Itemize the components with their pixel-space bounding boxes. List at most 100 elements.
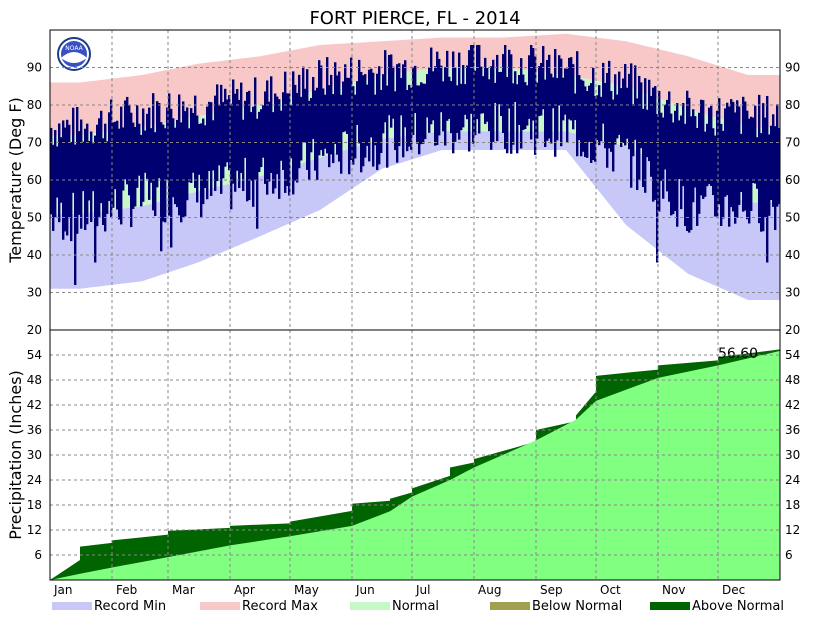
precip-tick-right: 42 xyxy=(785,398,800,412)
daily-temp-bar xyxy=(630,63,633,188)
daily-temp-bar xyxy=(222,102,225,179)
daily-temp-bar xyxy=(130,112,133,228)
daily-temp-bar xyxy=(300,96,303,161)
daily-temp-bar xyxy=(322,88,325,156)
daily-temp-bar xyxy=(206,106,209,200)
daily-temp-bar xyxy=(650,95,653,177)
daily-temp-bar xyxy=(514,71,517,102)
daily-temp-bar xyxy=(574,93,577,121)
daily-temp-bar xyxy=(622,78,625,143)
daily-temp-bar xyxy=(368,69,371,162)
daily-temp-bar xyxy=(560,58,563,147)
daily-temp-bar xyxy=(476,45,479,120)
daily-temp-bar xyxy=(718,98,721,205)
precip-normal-area xyxy=(50,350,780,580)
temp-tick-right: 30 xyxy=(785,286,800,300)
daily-temp-bar xyxy=(494,82,497,103)
daily-temp-bar xyxy=(314,90,317,171)
daily-temp-bar xyxy=(416,85,419,144)
daily-temp-bar xyxy=(392,66,395,119)
daily-temp-bar xyxy=(686,90,689,232)
daily-temp-bar xyxy=(104,123,107,232)
daily-temp-bar xyxy=(166,107,169,180)
daily-temp-bar xyxy=(486,68,489,122)
daily-temp-bar xyxy=(554,49,557,157)
daily-temp-bar xyxy=(742,96,745,212)
temp-tick-right: 90 xyxy=(785,61,800,75)
daily-temp-bar xyxy=(406,90,409,152)
legend-swatch xyxy=(200,602,240,610)
daily-temp-bar xyxy=(116,120,119,210)
daily-temp-bar xyxy=(570,57,573,121)
daily-temp-bar xyxy=(276,96,279,175)
daily-temp-bar xyxy=(114,121,117,190)
daily-temp-bar xyxy=(750,116,753,211)
daily-temp-bar xyxy=(530,45,533,140)
daily-temp-bar xyxy=(448,76,451,119)
daily-temp-bar xyxy=(140,134,143,207)
daily-temp-bar xyxy=(80,119,83,229)
daily-temp-bar xyxy=(250,112,253,181)
daily-temp-bar xyxy=(366,84,369,146)
daily-temp-bar xyxy=(240,82,243,173)
daily-temp-bar xyxy=(656,113,659,263)
daily-temp-bar xyxy=(194,95,197,188)
daily-temp-bar xyxy=(356,81,359,125)
daily-temp-bar xyxy=(148,107,151,200)
daily-temp-bar xyxy=(466,65,469,120)
daily-temp-bar xyxy=(108,112,111,202)
daily-temp-bar xyxy=(54,130,57,218)
daily-temp-bar xyxy=(252,106,255,207)
daily-temp-bar xyxy=(572,64,575,130)
daily-temp-bar xyxy=(710,105,713,187)
daily-temp-bar xyxy=(336,75,339,155)
daily-temp-bar xyxy=(592,67,595,161)
daily-temp-bar xyxy=(328,85,331,168)
daily-temp-bar xyxy=(432,71,435,121)
daily-temp-bar xyxy=(360,71,363,173)
temp-tick-left: 50 xyxy=(27,211,42,225)
daily-temp-bar xyxy=(678,120,681,180)
daily-temp-bar xyxy=(690,116,693,231)
daily-temp-bar xyxy=(150,128,153,183)
daily-temp-bar xyxy=(136,105,139,188)
daily-temp-bar xyxy=(238,99,241,189)
daily-temp-bar xyxy=(740,133,743,193)
daily-temp-bar xyxy=(594,96,597,162)
daily-temp-bar xyxy=(490,66,493,150)
daily-temp-bar xyxy=(342,81,345,133)
daily-temp-bar xyxy=(318,60,321,156)
daily-temp-bar xyxy=(376,73,379,171)
daily-temp-bar xyxy=(624,64,627,146)
precip-total-label: 56.60 xyxy=(718,346,758,362)
daily-temp-bar xyxy=(640,82,643,149)
daily-temp-bar xyxy=(614,74,617,145)
daily-temp-bar xyxy=(236,89,239,171)
daily-temp-bar xyxy=(384,50,387,123)
temp-tick-left: 70 xyxy=(27,136,42,150)
daily-temp-bar xyxy=(86,123,89,225)
daily-temp-bar xyxy=(738,106,741,205)
temp-tick-right: 80 xyxy=(785,98,800,112)
daily-temp-bar xyxy=(344,64,347,132)
daily-temp-bar xyxy=(760,133,763,232)
daily-temp-bar xyxy=(264,91,267,184)
month-label: Apr xyxy=(234,583,255,597)
daily-temp-bar xyxy=(634,65,637,140)
daily-temp-bar xyxy=(196,115,199,203)
daily-temp-bar xyxy=(396,64,399,163)
daily-temp-bar xyxy=(772,114,775,207)
daily-temp-bar xyxy=(728,106,731,227)
temp-tick-right: 60 xyxy=(785,173,800,187)
daily-temp-bar xyxy=(418,85,421,155)
daily-temp-bar xyxy=(172,118,175,198)
daily-temp-bar xyxy=(186,107,189,201)
daily-temp-bar xyxy=(602,62,605,124)
daily-temp-bar xyxy=(704,131,707,197)
daily-temp-bar xyxy=(192,112,195,173)
daily-temp-bar xyxy=(374,94,377,146)
daily-temp-bar xyxy=(198,123,201,175)
daily-temp-bar xyxy=(680,115,683,210)
daily-temp-bar xyxy=(776,104,779,207)
daily-temp-bar xyxy=(274,93,277,189)
